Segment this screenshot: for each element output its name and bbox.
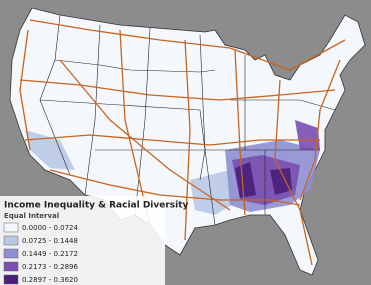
road <box>234 49 246 216</box>
region-shade <box>270 168 292 195</box>
us-outline <box>9 7 366 276</box>
road <box>19 79 336 101</box>
legend-label: 0.1449 - 0.2172 <box>22 250 78 258</box>
roads <box>19 19 346 266</box>
road <box>24 134 320 146</box>
road <box>119 29 151 226</box>
state-border <box>199 34 216 226</box>
road <box>299 59 341 201</box>
legend-swatch <box>3 235 19 246</box>
legend-label: 0.2897 - 0.3620 <box>22 276 78 284</box>
road <box>19 29 31 151</box>
legend-label: 0.0000 - 0.0724 <box>22 224 79 232</box>
state-border <box>54 59 216 73</box>
legend: Income Inequality & Racial Diversity Equ… <box>0 196 189 285</box>
road <box>274 79 313 266</box>
road <box>49 169 301 206</box>
road <box>29 19 346 71</box>
region-shade <box>295 120 320 150</box>
legend-swatch <box>3 222 19 233</box>
legend-label: 0.0725 - 0.1448 <box>22 237 78 245</box>
state-border <box>230 99 336 111</box>
legend-title: Income Inequality & Racial Diversity <box>4 201 189 211</box>
legend-swatch <box>3 261 19 272</box>
legend-label: 0.2173 - 0.2896 <box>22 263 79 271</box>
diversity-shading <box>25 120 320 215</box>
road <box>184 39 191 241</box>
state-border <box>84 24 101 196</box>
state-border <box>134 27 151 216</box>
legend-subtitle: Equal Interval <box>4 212 59 220</box>
legend-swatch <box>3 274 19 285</box>
state-border <box>39 99 206 181</box>
legend-swatch <box>3 248 19 259</box>
road <box>59 59 231 211</box>
region-shade <box>235 162 256 198</box>
region-shade <box>190 170 240 215</box>
legend-box <box>0 196 165 285</box>
region-shade <box>25 130 75 170</box>
legend-rows: 0.0000 - 0.0724 0.0725 - 0.1448 0.1449 - 0… <box>3 222 79 285</box>
